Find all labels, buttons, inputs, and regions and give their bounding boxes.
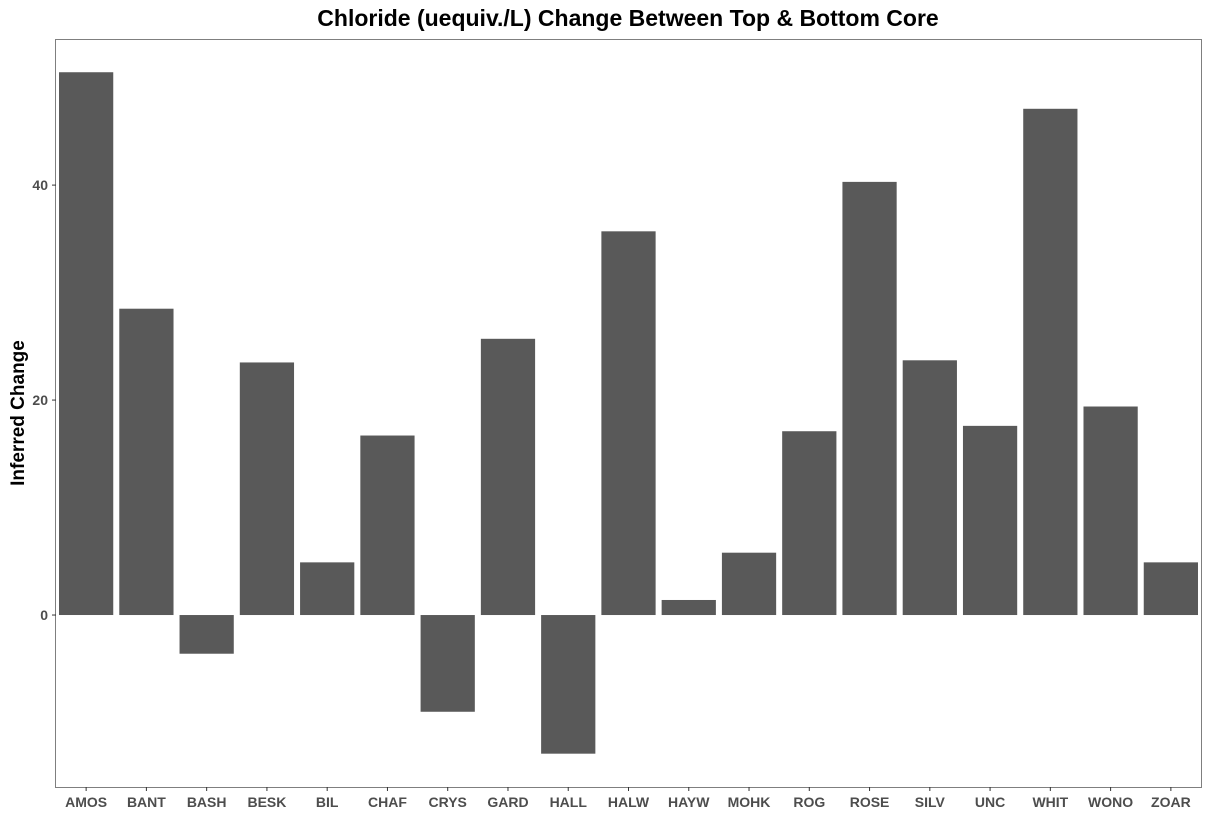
chart-title: Chloride (uequiv./L) Change Between Top … [317, 5, 938, 31]
bar-rog [782, 431, 837, 616]
x-tick-label: WHIT [1032, 794, 1068, 810]
y-tick-label: 40 [32, 177, 48, 193]
x-tick-label: CRYS [429, 794, 467, 810]
bar-halw [601, 231, 656, 616]
bar-mohk [721, 552, 777, 616]
bar-bash [179, 615, 234, 654]
x-tick-label: GARD [487, 794, 528, 810]
bar-wono [1083, 406, 1138, 616]
bar-crys [420, 615, 475, 712]
y-tick-label: 0 [40, 607, 48, 623]
bar-whit [1023, 108, 1078, 616]
bar-amos [59, 72, 114, 616]
y-tick-label: 20 [32, 392, 48, 408]
bar-hayw [661, 599, 716, 616]
x-tick-label: BASH [187, 794, 227, 810]
x-tick-label: CHAF [368, 794, 407, 810]
x-tick-label: BIL [316, 794, 339, 810]
x-tick-label: ROSE [850, 794, 890, 810]
bar-hall [541, 615, 596, 754]
x-tick-label: MOHK [728, 794, 771, 810]
x-tick-label: AMOS [65, 794, 107, 810]
x-axis-ticks: AMOS BANT BASH BESK BIL CHAF CRYS GARD HALL HALW H… [65, 787, 1191, 810]
x-tick-label: BANT [127, 794, 166, 810]
x-tick-label: HAYW [668, 794, 710, 810]
bar-zoar [1143, 562, 1198, 616]
x-tick-label: SILV [915, 794, 946, 810]
y-axis-label: Inferred Change [8, 340, 29, 486]
x-tick-label: BESK [247, 794, 286, 810]
bar-bant [119, 308, 174, 616]
x-tick-label: WONO [1088, 794, 1133, 810]
bar-unc [962, 425, 1018, 616]
y-axis-ticks: 0 20 40 [32, 177, 56, 623]
bar-bil [300, 562, 355, 616]
x-tick-label: UNC [975, 794, 1005, 810]
bar-silv [902, 360, 957, 616]
x-tick-label: ZOAR [1151, 794, 1191, 810]
x-tick-label: HALL [550, 794, 588, 810]
bars [59, 72, 1198, 754]
bar-chaf [360, 435, 415, 616]
bar-gard [480, 338, 536, 616]
x-tick-label: ROG [793, 794, 825, 810]
x-tick-label: HALW [608, 794, 650, 810]
bar-rose [842, 181, 897, 616]
bar-besk [239, 362, 295, 616]
